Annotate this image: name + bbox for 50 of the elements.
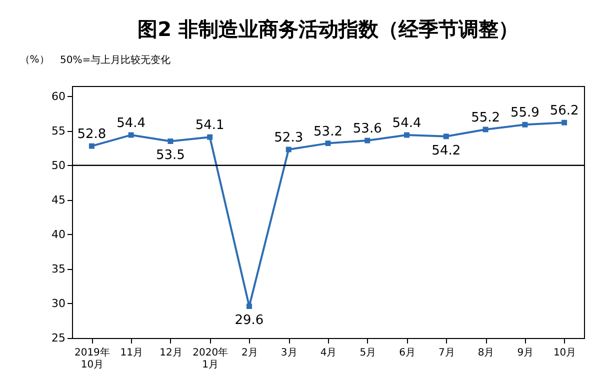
x-tick-label: 12月: [160, 348, 182, 358]
y-tick-label: 35: [52, 262, 66, 276]
x-tick-label: 8月: [478, 348, 494, 358]
data-label: 55.9: [510, 106, 540, 121]
x-tick-label: 5月: [360, 348, 376, 358]
y-tick-label: 45: [52, 193, 66, 206]
y-tick-label: 55: [52, 124, 66, 138]
y-tick-label: 40: [52, 228, 66, 241]
point: [246, 304, 252, 309]
x-tick-label: 6月: [399, 348, 416, 358]
point: [482, 126, 488, 132]
x-tick-label: 4月: [320, 348, 337, 358]
point: [562, 120, 568, 126]
data-label: 52.8: [77, 127, 106, 142]
y-tick-label: 30: [52, 296, 66, 310]
y-axis-title: （%）: [20, 54, 50, 66]
point: [207, 134, 213, 140]
x-tick-label: 2月: [242, 348, 258, 358]
x-tick-label: 11月: [120, 348, 143, 358]
x-tick-label: 10月: [553, 348, 576, 358]
point: [443, 134, 449, 140]
point: [88, 143, 94, 149]
point: [325, 140, 331, 146]
data-label: 54.1: [195, 118, 224, 134]
chart-title: 图2 非制造业商务活动指数（经季节调整）: [138, 17, 518, 41]
data-label: 52.3: [274, 130, 304, 146]
data-label: 53.6: [352, 122, 382, 137]
y-tick-label: 25: [52, 332, 66, 344]
x-tick-label: 7月: [438, 348, 455, 358]
x-tick-label: 3月: [280, 348, 298, 358]
point: [522, 122, 528, 128]
data-label: 56.2: [550, 104, 579, 119]
point: [286, 146, 292, 152]
data-label: 54.4: [116, 116, 146, 132]
point: [404, 132, 410, 138]
point: [168, 138, 174, 144]
text: 50%=与上月比较无变化: [60, 54, 171, 66]
x-tick-label: 2020年 1月: [192, 346, 228, 370]
data-label: 53.5: [156, 148, 185, 164]
y-tick-label: 50: [52, 158, 66, 172]
point: [364, 138, 370, 144]
point: [128, 132, 134, 138]
data-label: 53.2: [314, 124, 342, 140]
y-tick-label: 60: [52, 90, 66, 103]
data-label: 54.2: [432, 143, 461, 158]
data-label: 54.4: [392, 116, 422, 132]
data-label: 29.6: [234, 313, 264, 328]
data-label: 55.2: [471, 110, 500, 126]
x-tick-label: 2019年 10月: [74, 346, 110, 370]
x-tick-label: 9月: [517, 348, 534, 358]
